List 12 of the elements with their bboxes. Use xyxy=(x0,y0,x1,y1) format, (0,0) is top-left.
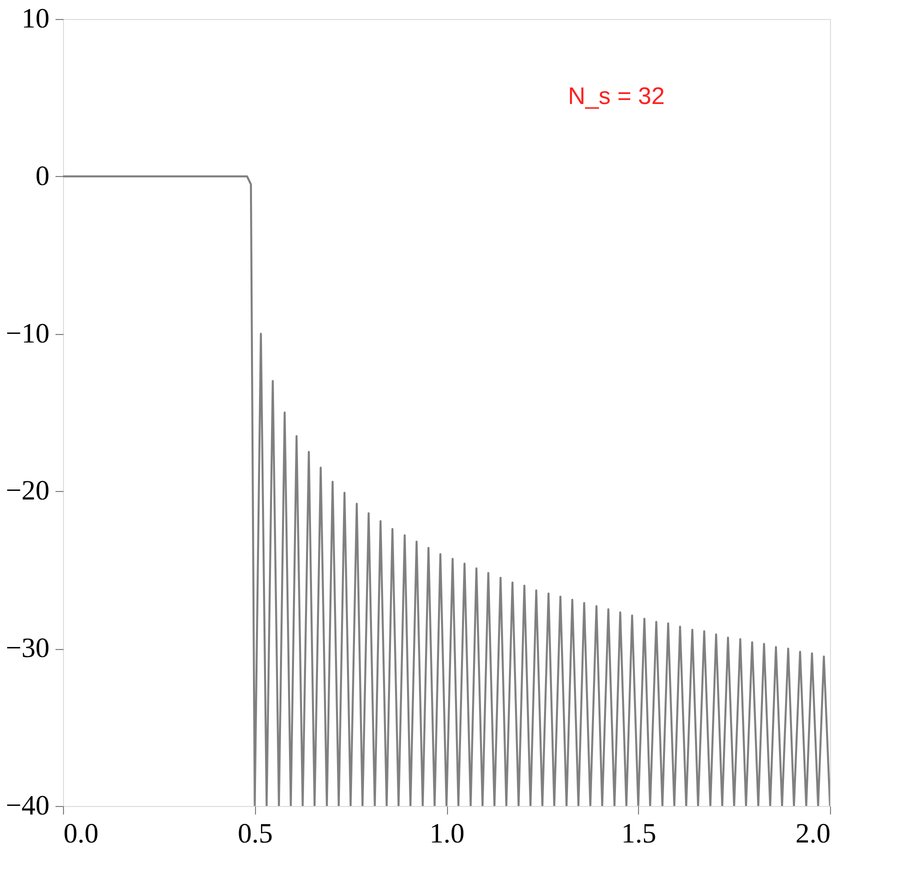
y-tick-label: 0 xyxy=(36,160,50,192)
y-tick-label: −30 xyxy=(6,633,50,664)
x-tick-label: 1.0 xyxy=(430,818,464,850)
y-tick-label: −10 xyxy=(6,318,50,350)
annotation: N_s = 32 xyxy=(568,83,665,110)
y-tick-label: −20 xyxy=(6,476,50,507)
y-tick-label: 10 xyxy=(22,4,50,34)
x-tick-label: 2.0 xyxy=(796,818,830,850)
y-tick-label: −40 xyxy=(6,790,50,822)
x-tick-label: 0.0 xyxy=(64,818,98,850)
x-tick-label: 0.5 xyxy=(238,818,273,850)
x-tick-label: 1.5 xyxy=(621,818,656,850)
